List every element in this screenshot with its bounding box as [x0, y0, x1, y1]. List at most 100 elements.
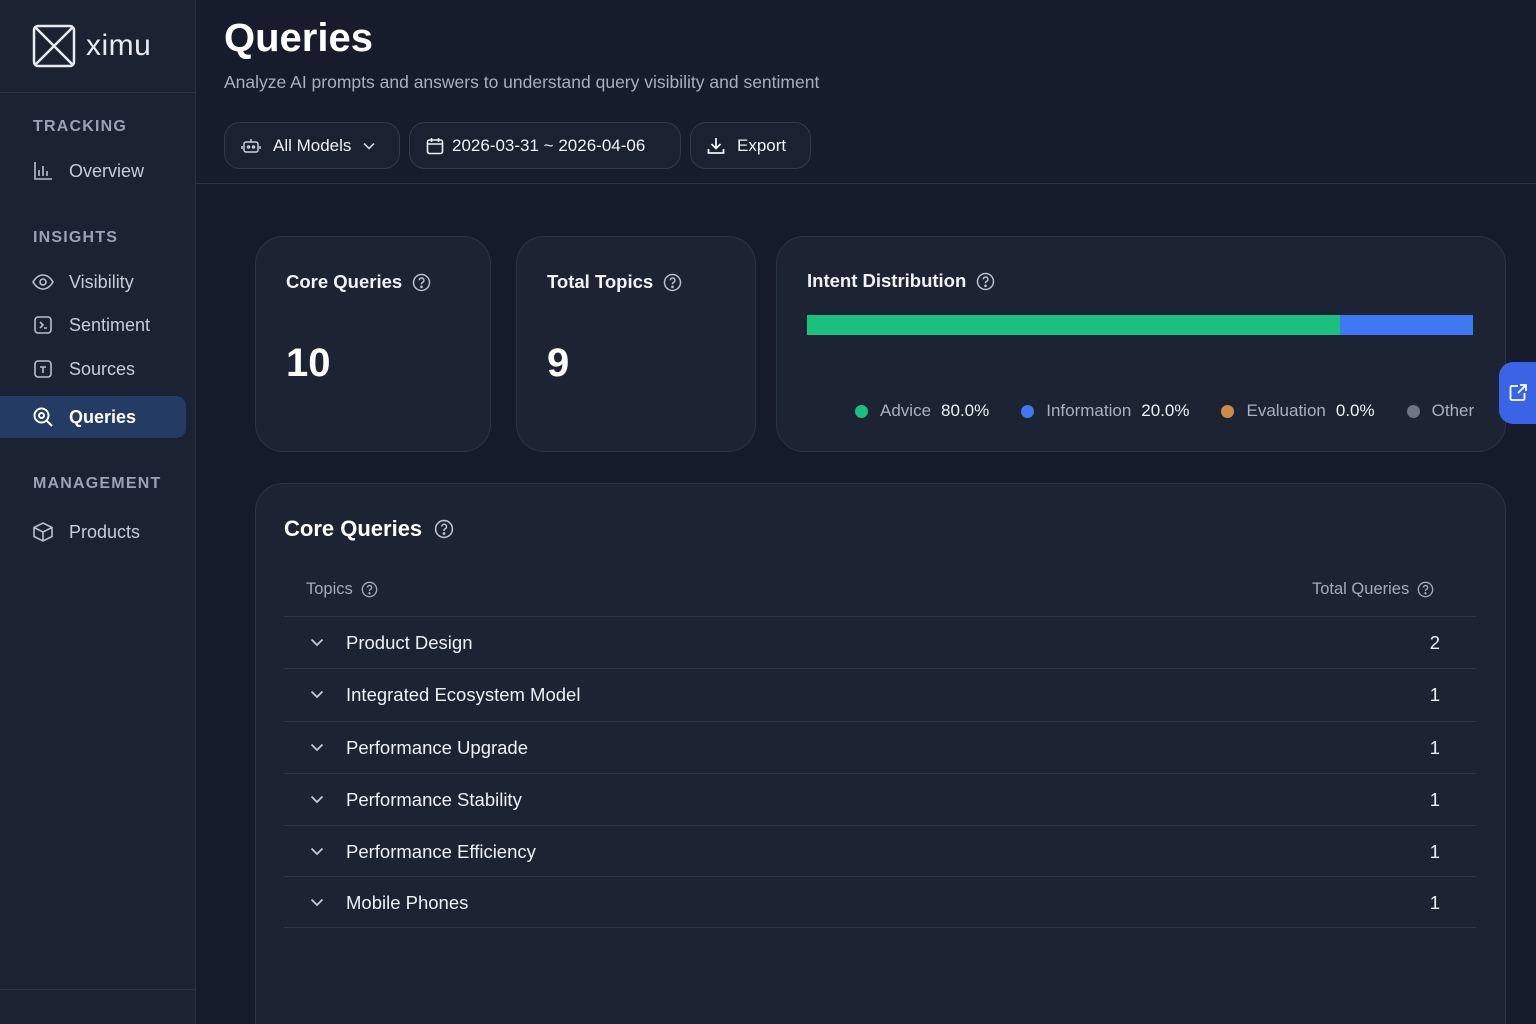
section-label-management: MANAGEMENT — [33, 475, 162, 492]
box-icon — [32, 521, 54, 543]
sidebar-item-visibility[interactable]: Visibility — [0, 261, 186, 303]
legend-dot — [1221, 404, 1235, 418]
model-filter-label: All Models — [273, 135, 352, 155]
core-queries-value: 10 — [286, 341, 331, 385]
sources-icon — [32, 358, 54, 380]
legend-item-other: Other — [1406, 401, 1485, 421]
help-icon[interactable] — [412, 273, 431, 292]
sidebar-item-label: Products — [69, 521, 141, 542]
floating-share-button[interactable] — [1499, 362, 1536, 424]
sidebar-item-queries[interactable]: Queries — [0, 396, 186, 438]
chevron-down-icon — [363, 142, 375, 150]
sidebar-item-label: Overview — [69, 160, 145, 181]
sidebar: ximu TRACKING Overview INSIGHTS Visibili… — [0, 0, 196, 1024]
sentiment-icon — [32, 314, 54, 336]
intent-bar-segment-advice — [807, 315, 1340, 335]
chevron-down-icon[interactable] — [310, 638, 330, 647]
chevron-down-icon[interactable] — [310, 847, 330, 856]
download-icon — [707, 137, 725, 155]
help-icon[interactable] — [976, 272, 995, 291]
legend-dot — [855, 404, 868, 418]
row-topic: Performance Upgrade — [346, 736, 529, 758]
legend-name: Other — [1431, 401, 1475, 420]
section-label-insights: INSIGHTS — [33, 229, 119, 246]
total-topics-card-title: Total Topics — [547, 271, 654, 292]
core-queries-card-header: Core Queries — [286, 271, 431, 293]
page-title: Queries — [224, 16, 373, 60]
row-count: 1 — [1429, 840, 1440, 862]
column-header-topics[interactable]: Topics — [306, 580, 378, 599]
search-icon — [32, 406, 54, 428]
legend-value: 0.0% — [1335, 401, 1375, 420]
table-row[interactable]: Performance Efficiency 1 — [284, 825, 1476, 877]
sidebar-item-overview[interactable]: Overview — [0, 150, 186, 192]
core-queries-card-title: Core Queries — [286, 271, 403, 292]
external-link-icon — [1508, 383, 1528, 403]
column-header-total-queries[interactable]: Total Queries — [1312, 580, 1434, 599]
row-count: 1 — [1429, 788, 1440, 810]
bar-chart-icon — [32, 160, 54, 182]
eye-icon — [32, 271, 54, 293]
row-count: 1 — [1429, 736, 1440, 758]
sidebar-item-label: Visibility — [69, 271, 134, 292]
help-icon[interactable] — [361, 581, 378, 598]
legend-dot — [1406, 404, 1420, 418]
total-topics-card: Total Topics 9 — [516, 236, 756, 452]
core-queries-table-header: Core Queries — [284, 516, 454, 542]
legend-dot — [1021, 404, 1035, 418]
calendar-icon — [426, 137, 444, 155]
sidebar-footer-divider — [0, 989, 195, 990]
core-queries-table-card: Core Queries Topics Total Queries Produc… — [255, 483, 1506, 1024]
intent-legend: Advice 80.0% Information 20.0% Evaluatio… — [855, 401, 1484, 421]
intent-distribution-header: Intent Distribution — [807, 270, 995, 292]
table-row[interactable]: Mobile Phones 1 — [284, 876, 1476, 928]
intent-distribution-title: Intent Distribution — [807, 270, 967, 291]
legend-item-information: Information 20.0% — [1021, 401, 1189, 421]
row-topic: Mobile Phones — [346, 891, 469, 913]
help-icon[interactable] — [663, 273, 682, 292]
help-icon[interactable] — [1417, 581, 1434, 598]
help-icon[interactable] — [434, 519, 454, 539]
table-row[interactable]: Performance Stability 1 — [284, 773, 1476, 825]
chevron-down-icon[interactable] — [310, 690, 330, 699]
row-topic: Integrated Ecosystem Model — [346, 683, 581, 705]
brand[interactable]: ximu — [0, 0, 195, 93]
row-topic: Performance Efficiency — [346, 840, 536, 862]
sidebar-item-label: Sentiment — [69, 314, 151, 335]
row-count: 1 — [1429, 891, 1440, 913]
table-row[interactable]: Product Design 2 — [284, 616, 1476, 668]
row-topic: Product Design — [346, 631, 473, 653]
brand-name: ximu — [86, 29, 152, 62]
sidebar-item-sources[interactable]: Sources — [0, 348, 186, 390]
sidebar-item-products[interactable]: Products — [0, 511, 186, 553]
legend-name: Evaluation — [1246, 401, 1326, 420]
export-button[interactable]: Export — [690, 122, 811, 169]
chevron-down-icon[interactable] — [310, 743, 330, 752]
section-label-tracking: TRACKING — [33, 118, 128, 135]
table-row[interactable]: Integrated Ecosystem Model 1 — [284, 668, 1476, 720]
table-bottom-divider — [284, 927, 1476, 928]
legend-item-advice: Advice 80.0% — [855, 401, 989, 421]
row-count: 1 — [1429, 683, 1440, 705]
column-header-label: Topics — [306, 580, 353, 598]
legend-name: Information — [1046, 401, 1132, 420]
row-topic: Performance Stability — [346, 788, 522, 810]
legend-item-evaluation: Evaluation 0.0% — [1221, 401, 1375, 421]
chevron-down-icon[interactable] — [310, 898, 330, 907]
sidebar-item-sentiment[interactable]: Sentiment — [0, 304, 186, 346]
model-filter-dropdown[interactable]: All Models — [224, 122, 400, 169]
total-topics-value: 9 — [547, 341, 570, 385]
core-queries-card: Core Queries 10 — [255, 236, 491, 452]
sidebar-item-label: Queries — [69, 406, 137, 427]
column-header-label: Total Queries — [1312, 580, 1410, 598]
page-subtitle: Analyze AI prompts and answers to unders… — [224, 72, 820, 92]
date-range-label: 2026-03-31 ~ 2026-04-06 — [452, 135, 646, 155]
legend-name: Advice — [880, 401, 932, 420]
intent-distribution-bar — [807, 315, 1473, 335]
chevron-down-icon[interactable] — [310, 795, 330, 804]
date-range-picker[interactable]: 2026-03-31 ~ 2026-04-06 — [409, 122, 681, 169]
table-row[interactable]: Performance Upgrade 1 — [284, 721, 1476, 773]
intent-distribution-card: Intent Distribution Advice 80.0% Informa… — [776, 236, 1506, 452]
ximu-logo-icon — [32, 24, 76, 68]
export-label: Export — [737, 135, 787, 155]
